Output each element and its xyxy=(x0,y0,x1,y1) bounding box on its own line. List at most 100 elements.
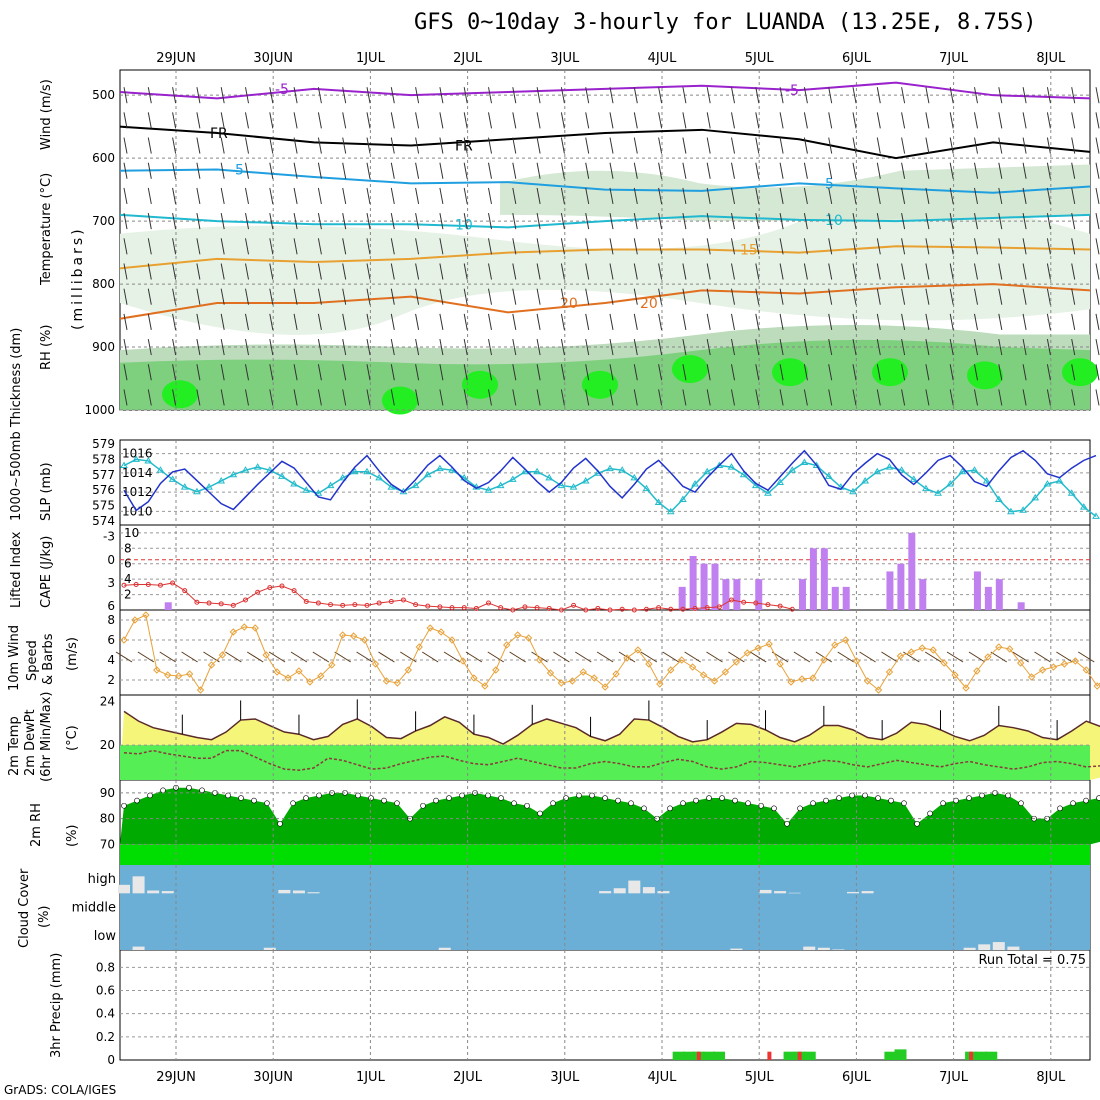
wind-marker xyxy=(645,660,653,668)
wind-barb xyxy=(706,238,711,255)
wind-barb xyxy=(852,263,857,280)
rh-marker xyxy=(277,820,283,827)
wind-tick: 6 xyxy=(107,633,115,647)
wind-barb xyxy=(512,263,517,280)
wind-barb xyxy=(488,338,492,356)
rh-shading-band xyxy=(120,201,1090,335)
wind-barb xyxy=(828,112,833,129)
wind-barb xyxy=(755,338,760,356)
rh-marker xyxy=(745,800,751,806)
wind-barb xyxy=(196,213,201,230)
wind-barb xyxy=(706,338,711,356)
thickness-marker xyxy=(545,473,554,481)
wind-barb xyxy=(998,313,1003,330)
wind-barb xyxy=(609,213,614,230)
rh-marker xyxy=(901,800,907,806)
wind-barb xyxy=(1046,162,1051,179)
wind-marker xyxy=(1006,645,1014,653)
wind-barb xyxy=(512,162,517,179)
rh-high-blob xyxy=(967,361,1003,390)
wind-marker xyxy=(1049,663,1058,671)
wind-barb xyxy=(488,87,492,104)
rh-marker xyxy=(264,800,270,806)
wind-barb xyxy=(837,651,854,663)
wind-barb xyxy=(415,213,420,230)
wind-barb xyxy=(1078,651,1095,663)
wind-barb xyxy=(342,137,347,154)
wind-marker xyxy=(448,636,456,644)
thickness-marker xyxy=(666,507,675,515)
rh-marker xyxy=(147,792,153,799)
thickness-marker xyxy=(1067,489,1076,496)
cape-bar xyxy=(711,563,719,610)
wind-barb xyxy=(658,187,663,205)
thickness-marker xyxy=(1031,493,1040,501)
rh-marker xyxy=(576,792,582,799)
li-marker xyxy=(692,605,698,611)
thickness-marker xyxy=(654,498,663,506)
wind-barb xyxy=(1071,137,1076,154)
wind-barb xyxy=(317,313,322,330)
wind-barb xyxy=(731,364,735,381)
wind-barb xyxy=(123,364,128,381)
wind-barb xyxy=(974,389,978,406)
wind-barb xyxy=(585,162,590,179)
li-tick: 0 xyxy=(107,553,115,567)
wind-barb xyxy=(220,364,225,381)
cloud-high-bar xyxy=(132,876,145,894)
wind-barb xyxy=(245,162,249,179)
wind-barb xyxy=(488,263,492,280)
precip-total-bar xyxy=(985,1051,998,1060)
temperature-contour xyxy=(119,81,1091,100)
wind-barb xyxy=(658,238,663,255)
wind-barb xyxy=(731,137,735,154)
li-marker xyxy=(303,599,309,604)
wind-barb xyxy=(1022,187,1027,205)
date-label-top: 1JUL xyxy=(356,51,386,66)
cape-tick: 2 xyxy=(124,588,132,602)
wind-marker xyxy=(185,670,194,678)
wind-barb xyxy=(1046,364,1051,381)
wind-barb xyxy=(172,137,177,154)
cloud-level-label: middle xyxy=(72,901,116,916)
wind-barb xyxy=(536,263,541,280)
wind-barb xyxy=(560,137,565,154)
wind-barb xyxy=(147,288,152,305)
wind-barb xyxy=(803,313,808,330)
wind-barb xyxy=(828,87,833,104)
thickness-marker xyxy=(679,495,687,502)
cloud-high-bar xyxy=(788,892,801,894)
wind-barb xyxy=(415,112,420,129)
wind-marker xyxy=(437,628,445,636)
thickness-marker xyxy=(642,484,651,492)
cloud-level-label: low xyxy=(94,929,117,944)
wind-barb xyxy=(998,213,1003,230)
thickness-marker xyxy=(156,466,165,473)
wind-barb xyxy=(633,338,638,356)
thickness-marker xyxy=(739,470,748,478)
wind-barb xyxy=(439,162,444,179)
wind-barb xyxy=(755,288,760,305)
cape-bar xyxy=(831,586,839,610)
thickness-marker xyxy=(314,489,323,496)
wind-barb xyxy=(633,187,638,205)
wind-barb xyxy=(585,187,590,205)
rh-marker xyxy=(680,800,686,806)
thickness-marker xyxy=(557,481,566,489)
rh-panel: 70 80 90 2m RH (%) xyxy=(29,780,1100,865)
li-marker xyxy=(558,607,564,613)
li-marker xyxy=(437,604,443,610)
wind-marker xyxy=(863,677,872,685)
li-marker xyxy=(680,606,686,612)
wind-barb xyxy=(682,137,687,154)
pressure-tick-label: 500 xyxy=(92,88,115,102)
wind-barb xyxy=(463,87,468,104)
wind-barb xyxy=(828,313,833,330)
credit-text: GrADS: COLA/IGES xyxy=(4,1083,117,1097)
wind-marker xyxy=(229,628,238,636)
thickness-marker xyxy=(812,461,821,469)
upper-ylabel2: (millibars) xyxy=(70,226,86,330)
wind-marker xyxy=(787,678,795,686)
wind-barb xyxy=(342,87,347,104)
wind-barb xyxy=(415,389,420,406)
